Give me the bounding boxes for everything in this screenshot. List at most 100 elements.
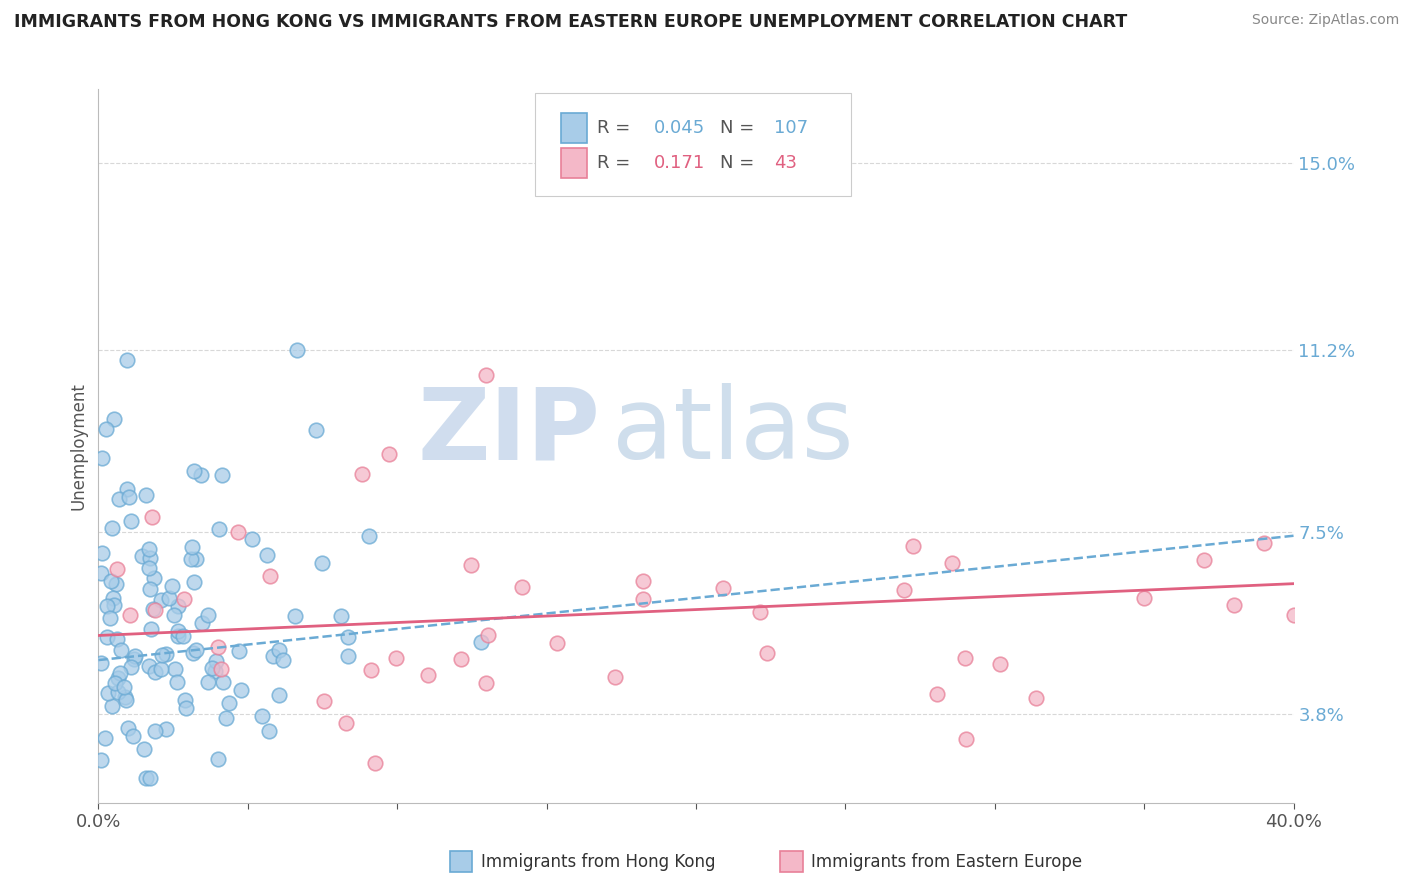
Point	[231, 682, 253, 697]
Point	[470, 635, 492, 649]
Point	[207, 752, 229, 766]
Point	[142, 602, 165, 616]
Point	[184, 552, 207, 566]
Text: 0.045: 0.045	[654, 119, 706, 136]
Point	[166, 599, 188, 613]
Point	[121, 729, 143, 743]
Point	[150, 662, 173, 676]
Point	[138, 658, 160, 673]
Point	[138, 542, 160, 557]
Text: ZIP: ZIP	[418, 384, 600, 480]
Point	[215, 711, 238, 725]
Point	[134, 771, 156, 785]
Point	[207, 640, 229, 654]
Point	[138, 561, 160, 575]
Point	[204, 664, 226, 678]
Point	[143, 571, 166, 585]
Text: atlas: atlas	[613, 384, 853, 480]
Point	[756, 646, 779, 660]
Point	[173, 591, 195, 606]
Point	[357, 528, 380, 542]
Point	[114, 680, 136, 694]
Point	[211, 674, 233, 689]
FancyBboxPatch shape	[561, 148, 588, 178]
Text: R =: R =	[596, 119, 636, 136]
Point	[98, 610, 121, 624]
Point	[134, 742, 156, 756]
Point	[150, 648, 173, 663]
Point	[1133, 591, 1156, 606]
Point	[953, 651, 976, 665]
Point	[107, 685, 129, 699]
Y-axis label: Unemployment: Unemployment	[69, 382, 87, 510]
Text: Source: ZipAtlas.com: Source: ZipAtlas.com	[1251, 13, 1399, 28]
Point	[143, 723, 166, 738]
Point	[284, 609, 307, 624]
Text: 43: 43	[773, 154, 797, 172]
Point	[174, 692, 197, 706]
Point	[337, 630, 360, 644]
Point	[174, 701, 197, 715]
Point	[893, 583, 915, 598]
FancyBboxPatch shape	[561, 112, 588, 143]
Point	[262, 648, 284, 663]
Text: N =: N =	[720, 154, 766, 172]
Point	[108, 492, 131, 507]
Point	[240, 532, 263, 546]
Point	[166, 629, 188, 643]
Point	[205, 654, 228, 668]
Point	[360, 663, 382, 677]
Point	[1253, 536, 1275, 550]
Point	[155, 647, 177, 661]
Point	[197, 608, 219, 623]
Point	[208, 522, 231, 536]
Point	[631, 592, 654, 607]
Point	[955, 731, 977, 746]
Point	[181, 540, 204, 554]
Point	[139, 551, 162, 566]
Point	[475, 368, 498, 382]
FancyBboxPatch shape	[534, 93, 852, 196]
Point	[103, 412, 125, 426]
Point	[711, 582, 734, 596]
Point	[101, 521, 124, 535]
Point	[105, 632, 128, 646]
Point	[100, 574, 122, 588]
Point	[110, 643, 132, 657]
Point	[1192, 553, 1215, 567]
Point	[172, 629, 194, 643]
Point	[91, 450, 114, 465]
Point	[218, 696, 240, 710]
Point	[90, 566, 112, 580]
Point	[115, 352, 138, 367]
Point	[336, 649, 359, 664]
Point	[416, 668, 439, 682]
Point	[101, 591, 124, 605]
Point	[257, 723, 280, 738]
Point	[267, 688, 290, 702]
Point	[190, 467, 212, 482]
Point	[114, 690, 136, 704]
Point	[105, 562, 128, 576]
Point	[117, 722, 139, 736]
Point	[748, 605, 770, 619]
Point	[197, 674, 219, 689]
Point	[183, 574, 205, 589]
Point	[94, 731, 117, 745]
Point	[271, 652, 294, 666]
Point	[1282, 608, 1305, 623]
Point	[96, 599, 118, 614]
Point	[155, 722, 177, 736]
Point	[143, 603, 166, 617]
Point	[96, 630, 118, 644]
Point	[94, 422, 117, 436]
Point	[139, 622, 162, 636]
Point	[122, 652, 145, 666]
Point	[603, 669, 626, 683]
Text: N =: N =	[720, 119, 759, 136]
Point	[97, 686, 120, 700]
Point	[941, 556, 963, 570]
Point	[131, 549, 153, 564]
Point	[104, 676, 127, 690]
Point	[335, 715, 357, 730]
